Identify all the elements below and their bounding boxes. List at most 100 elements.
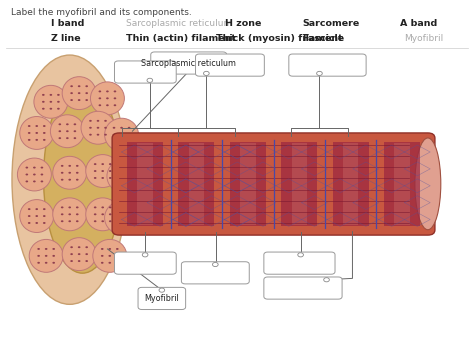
Ellipse shape	[62, 77, 96, 110]
Circle shape	[85, 99, 88, 101]
Text: Fascicle: Fascicle	[302, 34, 344, 43]
Circle shape	[43, 139, 46, 141]
Circle shape	[42, 94, 45, 96]
Circle shape	[33, 180, 36, 183]
Circle shape	[324, 278, 329, 282]
Circle shape	[36, 139, 38, 141]
Circle shape	[109, 206, 111, 208]
Circle shape	[28, 139, 30, 141]
Circle shape	[128, 210, 130, 212]
Circle shape	[73, 137, 76, 139]
Circle shape	[113, 134, 115, 136]
Circle shape	[142, 253, 148, 257]
Ellipse shape	[53, 198, 87, 231]
Circle shape	[159, 288, 164, 292]
Circle shape	[114, 97, 116, 99]
Circle shape	[147, 78, 153, 82]
Circle shape	[99, 97, 101, 99]
FancyBboxPatch shape	[289, 54, 366, 76]
Circle shape	[94, 213, 97, 215]
Circle shape	[52, 255, 55, 257]
Circle shape	[101, 248, 103, 250]
Circle shape	[68, 172, 71, 174]
Circle shape	[70, 85, 73, 87]
FancyBboxPatch shape	[384, 142, 420, 227]
Circle shape	[36, 222, 38, 224]
Circle shape	[58, 137, 61, 139]
Text: Label the myofibril and its components.: Label the myofibril and its components.	[11, 8, 191, 17]
Circle shape	[94, 170, 97, 172]
Circle shape	[128, 217, 130, 219]
Circle shape	[101, 220, 104, 222]
Circle shape	[85, 85, 88, 87]
Circle shape	[57, 101, 60, 103]
Text: Myofibril: Myofibril	[404, 34, 444, 43]
Circle shape	[120, 217, 123, 219]
Circle shape	[28, 222, 30, 224]
Text: Z line: Z line	[51, 34, 81, 43]
Circle shape	[101, 163, 104, 165]
Circle shape	[50, 108, 52, 110]
Circle shape	[42, 101, 45, 103]
Circle shape	[73, 130, 76, 132]
FancyBboxPatch shape	[112, 133, 435, 235]
Circle shape	[130, 168, 133, 170]
Circle shape	[36, 125, 38, 127]
Circle shape	[70, 253, 73, 255]
Circle shape	[115, 182, 118, 184]
Circle shape	[128, 224, 130, 226]
Circle shape	[43, 215, 46, 217]
Circle shape	[26, 166, 28, 169]
Circle shape	[109, 220, 111, 222]
FancyBboxPatch shape	[189, 143, 204, 225]
Ellipse shape	[50, 115, 84, 148]
Circle shape	[58, 130, 61, 132]
Circle shape	[94, 220, 97, 222]
Circle shape	[109, 262, 111, 264]
Circle shape	[109, 177, 111, 179]
FancyBboxPatch shape	[138, 287, 186, 310]
FancyBboxPatch shape	[333, 142, 369, 227]
Circle shape	[36, 215, 38, 217]
Ellipse shape	[91, 82, 124, 115]
Ellipse shape	[29, 239, 63, 272]
Circle shape	[104, 127, 107, 129]
Circle shape	[101, 177, 104, 179]
Circle shape	[76, 172, 79, 174]
Circle shape	[50, 94, 52, 96]
Circle shape	[36, 132, 38, 134]
Circle shape	[97, 134, 100, 136]
Circle shape	[52, 248, 55, 250]
Circle shape	[45, 255, 47, 257]
Circle shape	[298, 253, 303, 257]
Circle shape	[101, 255, 103, 257]
Circle shape	[61, 213, 64, 215]
Circle shape	[89, 134, 92, 136]
Circle shape	[113, 127, 115, 129]
FancyBboxPatch shape	[196, 54, 264, 76]
Circle shape	[68, 206, 71, 208]
Circle shape	[101, 206, 104, 208]
Text: H zone: H zone	[225, 20, 262, 28]
FancyBboxPatch shape	[115, 252, 176, 274]
Circle shape	[85, 260, 88, 262]
Circle shape	[68, 220, 71, 222]
Circle shape	[109, 255, 111, 257]
Circle shape	[109, 163, 111, 165]
Ellipse shape	[86, 198, 119, 231]
Circle shape	[203, 71, 209, 75]
Circle shape	[85, 246, 88, 248]
Circle shape	[128, 134, 130, 136]
Circle shape	[52, 262, 55, 264]
Circle shape	[104, 120, 107, 122]
Circle shape	[97, 120, 100, 122]
Circle shape	[89, 120, 92, 122]
Circle shape	[42, 108, 45, 110]
Circle shape	[101, 213, 104, 215]
FancyBboxPatch shape	[182, 262, 249, 284]
Circle shape	[128, 127, 130, 129]
Circle shape	[68, 179, 71, 181]
Circle shape	[120, 127, 123, 129]
FancyBboxPatch shape	[178, 142, 214, 227]
Circle shape	[76, 220, 79, 222]
